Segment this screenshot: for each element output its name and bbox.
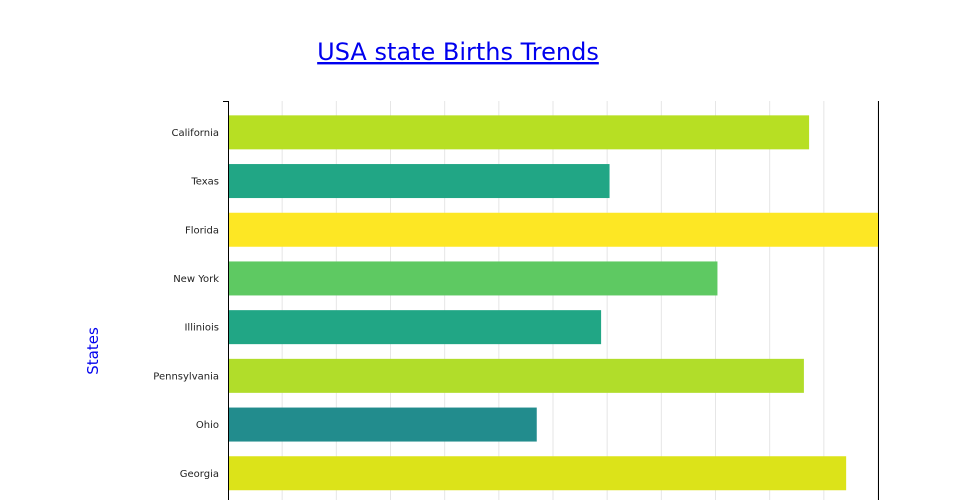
y-tick-label: Ohio	[196, 420, 219, 431]
bar-florida[interactable]	[228, 212, 878, 247]
bar-illiniois[interactable]	[228, 310, 602, 345]
y-tick-label: Illiniois	[184, 323, 219, 334]
bar-pennsylvania[interactable]	[228, 358, 804, 393]
chart-title: USA state Births Trends	[317, 38, 599, 66]
bar-texas[interactable]	[228, 164, 610, 199]
y-tick-labels: California Texas Florida New York Illiniois P…	[153, 128, 219, 480]
bars	[228, 115, 878, 491]
y-tick-label: Florida	[185, 225, 219, 236]
y-tick-label: Georgia	[180, 469, 219, 480]
bar-georgia[interactable]	[228, 456, 847, 491]
y-axis-label: States	[84, 327, 102, 375]
y-tick-label: Pennsylvania	[153, 371, 219, 382]
y-tick-label: California	[172, 128, 220, 139]
bar-california[interactable]	[228, 115, 810, 150]
bar-new-york[interactable]	[228, 261, 718, 296]
bar-ohio[interactable]	[228, 407, 537, 442]
y-tick-label: New York	[173, 274, 219, 285]
y-tick-label: Texas	[190, 177, 219, 188]
chart-title-link[interactable]: USA state Births Trends	[317, 38, 599, 66]
